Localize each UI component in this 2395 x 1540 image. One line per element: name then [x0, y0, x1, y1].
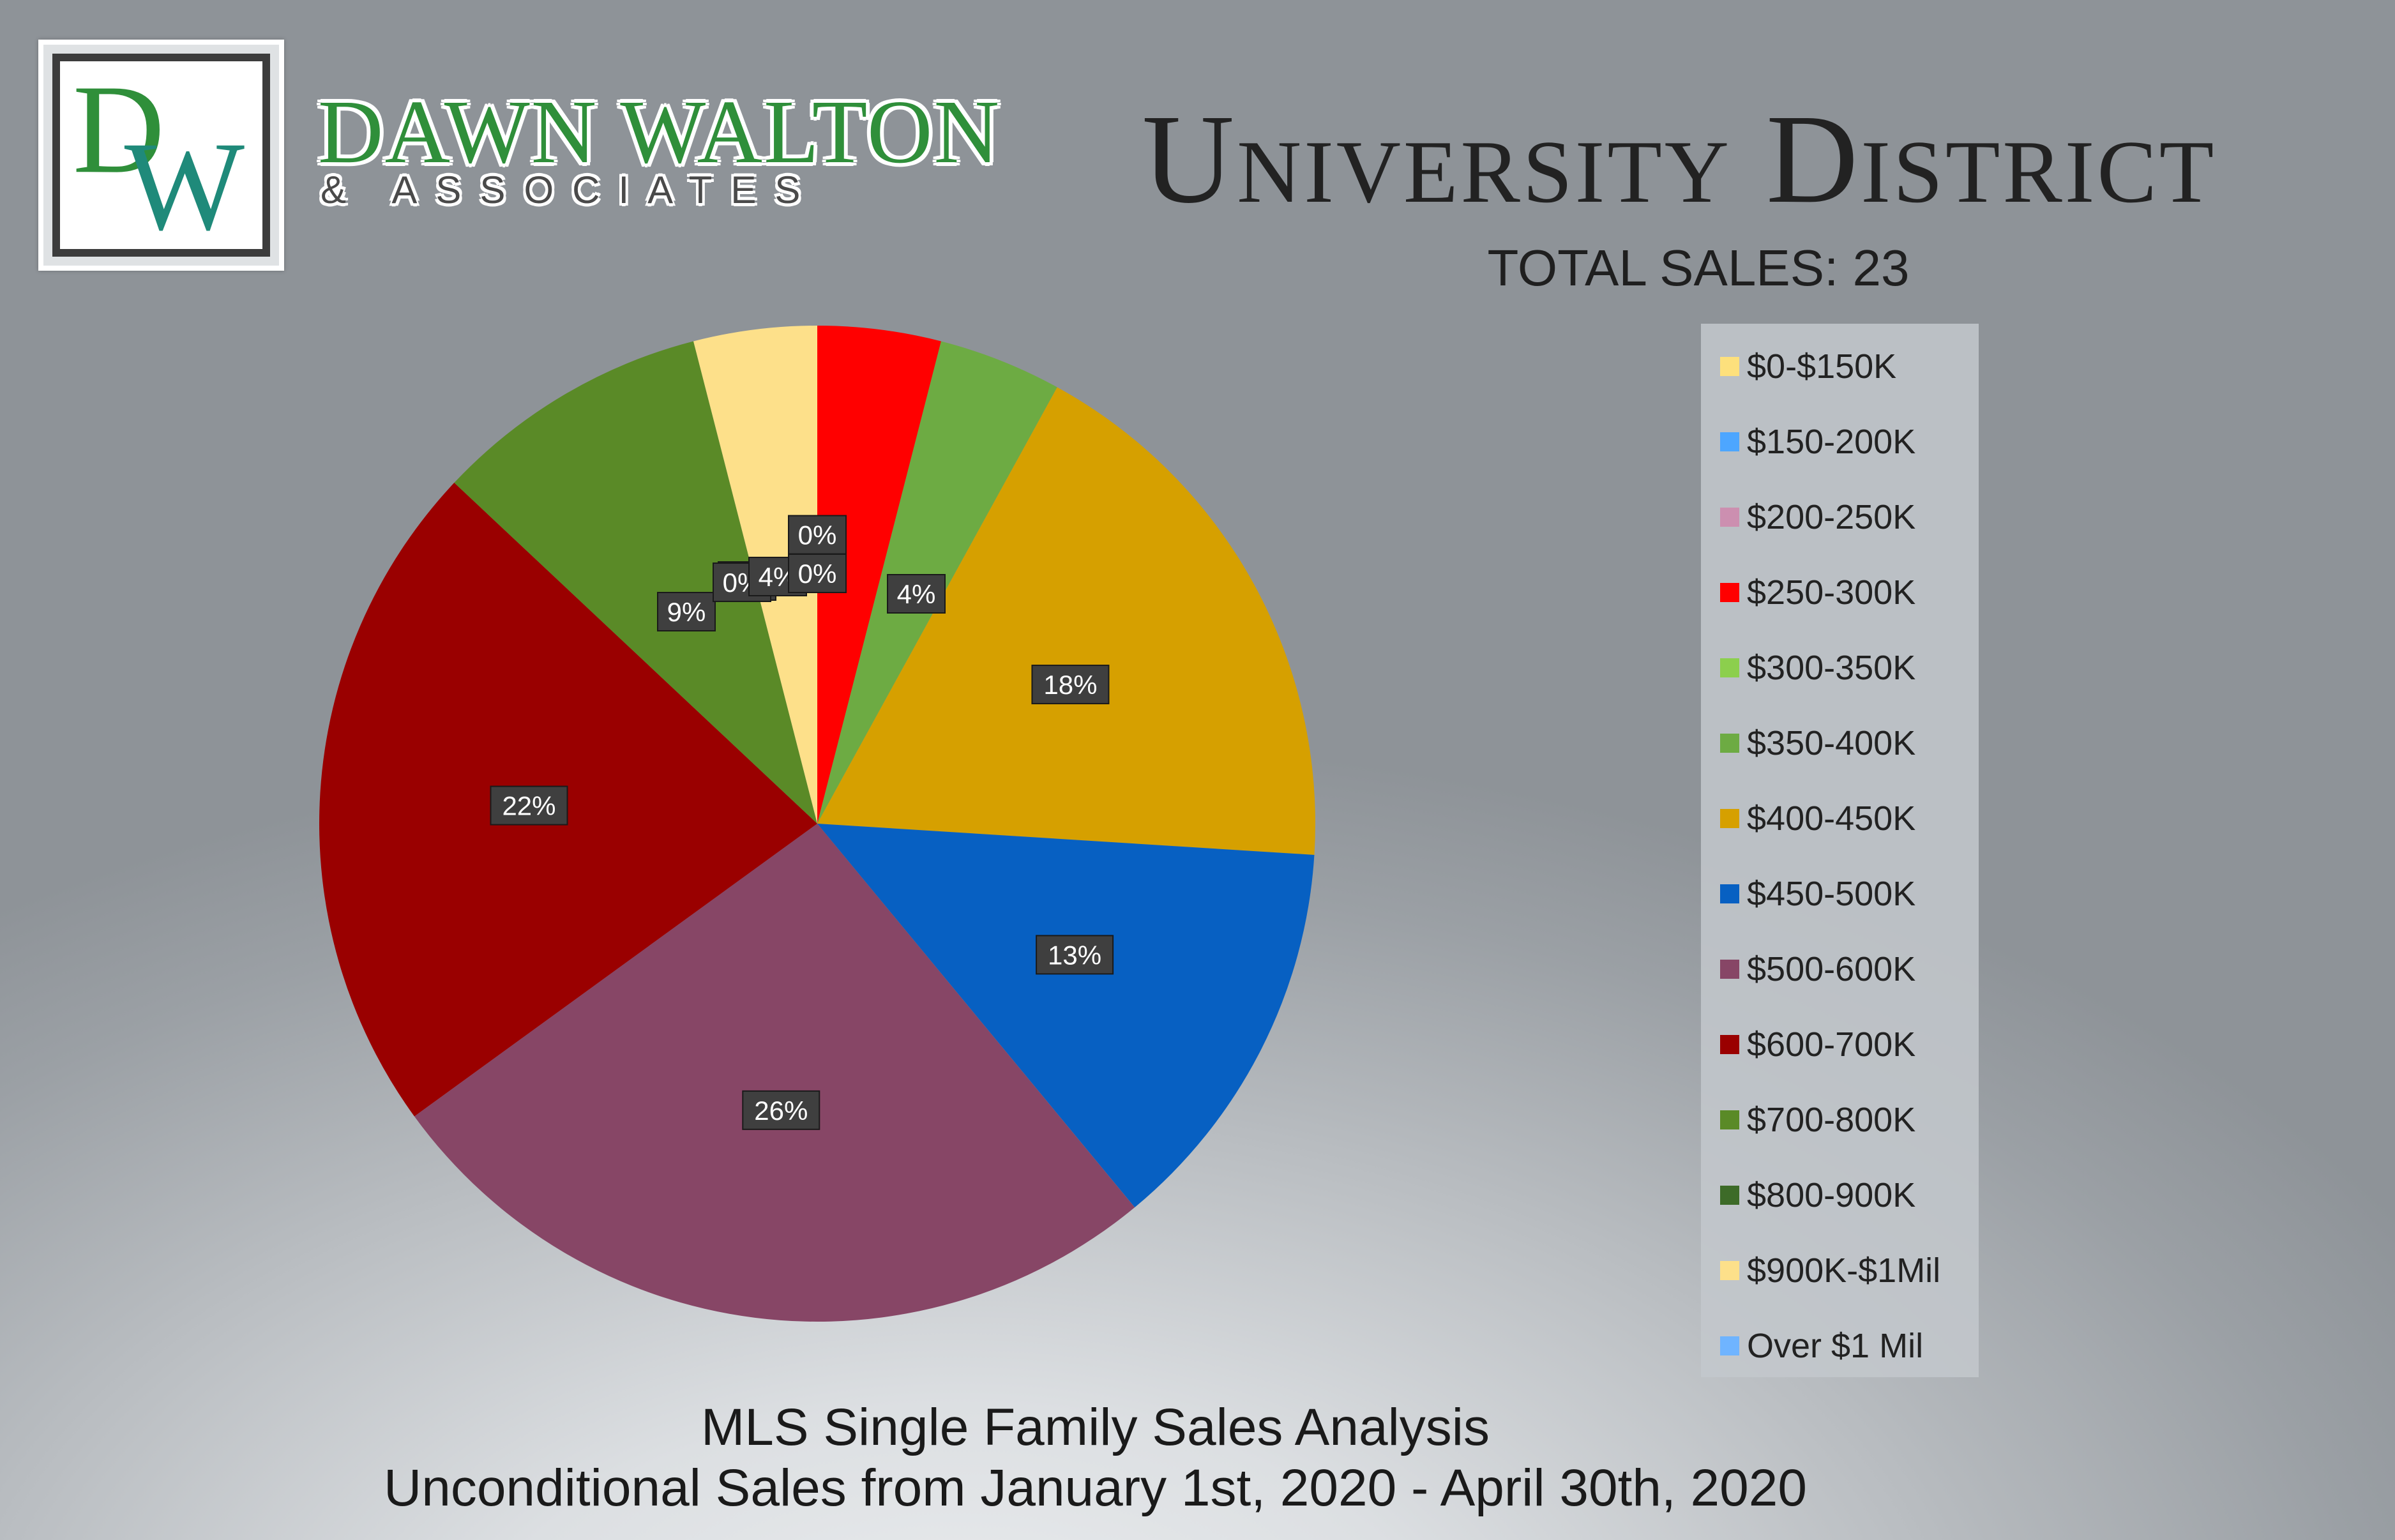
legend-item: $350-400K — [1720, 718, 1915, 769]
legend-swatch — [1720, 960, 1739, 979]
legend-label: $800-900K — [1747, 1176, 1916, 1214]
data-label-box — [490, 785, 568, 826]
data-label-box — [887, 574, 946, 614]
pie-slice — [817, 387, 1316, 855]
legend-item: $600-700K — [1720, 1019, 1915, 1070]
legend-item: $700-800K — [1720, 1094, 1915, 1145]
legend-label: $600-700K — [1747, 1025, 1916, 1064]
legend-swatch — [1720, 734, 1739, 753]
data-label-text: 9% — [667, 597, 706, 627]
legend-label: $400-450K — [1747, 799, 1916, 838]
legend-item: $800-900K — [1720, 1170, 1915, 1221]
pie-slice — [454, 341, 817, 824]
legend-swatch — [1720, 1336, 1739, 1355]
legend-item: $900K-$1Mil — [1720, 1245, 1940, 1296]
legend-label: $900K-$1Mil — [1747, 1251, 1941, 1290]
legend-swatch — [1720, 508, 1739, 527]
data-label: 4% — [887, 574, 946, 614]
legend-swatch — [1720, 884, 1739, 903]
legend-item: $400-450K — [1720, 793, 1915, 844]
page-title: University District — [1142, 89, 2217, 230]
pie-slice — [319, 483, 817, 1117]
data-label: 26% — [742, 1090, 820, 1130]
legend-label: $0-$150K — [1747, 347, 1897, 386]
legend-item: Over $1 Mil — [1720, 1320, 1923, 1371]
data-label-text: 13% — [1048, 940, 1101, 970]
logo-letter-w: W — [125, 116, 245, 250]
brand-name: DAWN WALTON — [318, 81, 1001, 182]
legend-item: $500-600K — [1720, 944, 1915, 995]
legend-swatch — [1720, 658, 1739, 677]
legend-item: $0-$150K — [1720, 341, 1896, 392]
data-label-text: 26% — [754, 1096, 808, 1126]
legend-swatch — [1720, 1261, 1739, 1280]
data-label-box — [657, 592, 716, 631]
legend-label: $700-800K — [1747, 1101, 1916, 1139]
logo-letter-d: D — [73, 61, 165, 200]
brand-subtitle: & ASSOCIATES — [321, 169, 819, 211]
legend-item: $450-500K — [1720, 868, 1915, 919]
legend-item: $150-200K — [1720, 416, 1915, 467]
data-label-text: 0% — [798, 559, 837, 589]
legend-swatch — [1720, 809, 1739, 828]
total-sales: TOTAL SALES: 23 — [1487, 239, 1910, 296]
data-label: 0% — [788, 515, 847, 555]
data-label: 9% — [657, 592, 716, 631]
data-label-box — [742, 1090, 820, 1130]
data-label-box — [1036, 935, 1114, 975]
data-label: 22% — [490, 785, 568, 826]
data-label-box — [1031, 665, 1110, 705]
legend-swatch — [1720, 583, 1739, 602]
legend-label: $250-300K — [1747, 573, 1916, 612]
data-label-text: 22% — [502, 791, 555, 821]
legend-label: $350-400K — [1747, 724, 1916, 762]
data-label: 0% — [788, 554, 847, 593]
logo: D W — [38, 40, 284, 271]
legend-swatch — [1720, 432, 1739, 451]
data-label: 18% — [1031, 665, 1110, 705]
legend-label: $450-500K — [1747, 875, 1916, 913]
data-label-text: 18% — [1043, 670, 1097, 700]
legend-item: $200-250K — [1720, 492, 1915, 543]
legend-swatch — [1720, 1186, 1739, 1205]
pie-slice — [414, 824, 1135, 1322]
pie-slice — [817, 326, 941, 824]
data-label-box — [788, 554, 847, 593]
legend-swatch — [1720, 1035, 1739, 1054]
legend-label: $200-250K — [1747, 498, 1916, 536]
data-label-text: 0% — [798, 520, 837, 550]
legend-item: $300-350K — [1720, 642, 1915, 693]
legend-label: $500-600K — [1747, 950, 1916, 988]
logo-frame: D W — [52, 54, 270, 257]
legend-label: $150-200K — [1747, 423, 1916, 461]
chart-legend: $0-$150K $150-200K $200-250K $250-300K $300-… — [1701, 324, 1979, 1377]
data-label: 13% — [1036, 935, 1114, 975]
legend-item: $250-300K — [1720, 567, 1915, 618]
pie-slice — [817, 824, 1315, 1208]
footer-date-range: Unconditional Sales from January 1st, 20… — [384, 1459, 1807, 1517]
legend-label: $300-350K — [1747, 649, 1916, 687]
legend-label: Over $1 Mil — [1747, 1327, 1924, 1365]
footer-title: MLS Single Family Sales Analysis — [700, 1398, 1490, 1456]
legend-swatch — [1720, 357, 1739, 376]
data-label-text: 4% — [897, 579, 936, 609]
legend-swatch — [1720, 1110, 1739, 1129]
logo-monogram: D W — [73, 61, 245, 250]
